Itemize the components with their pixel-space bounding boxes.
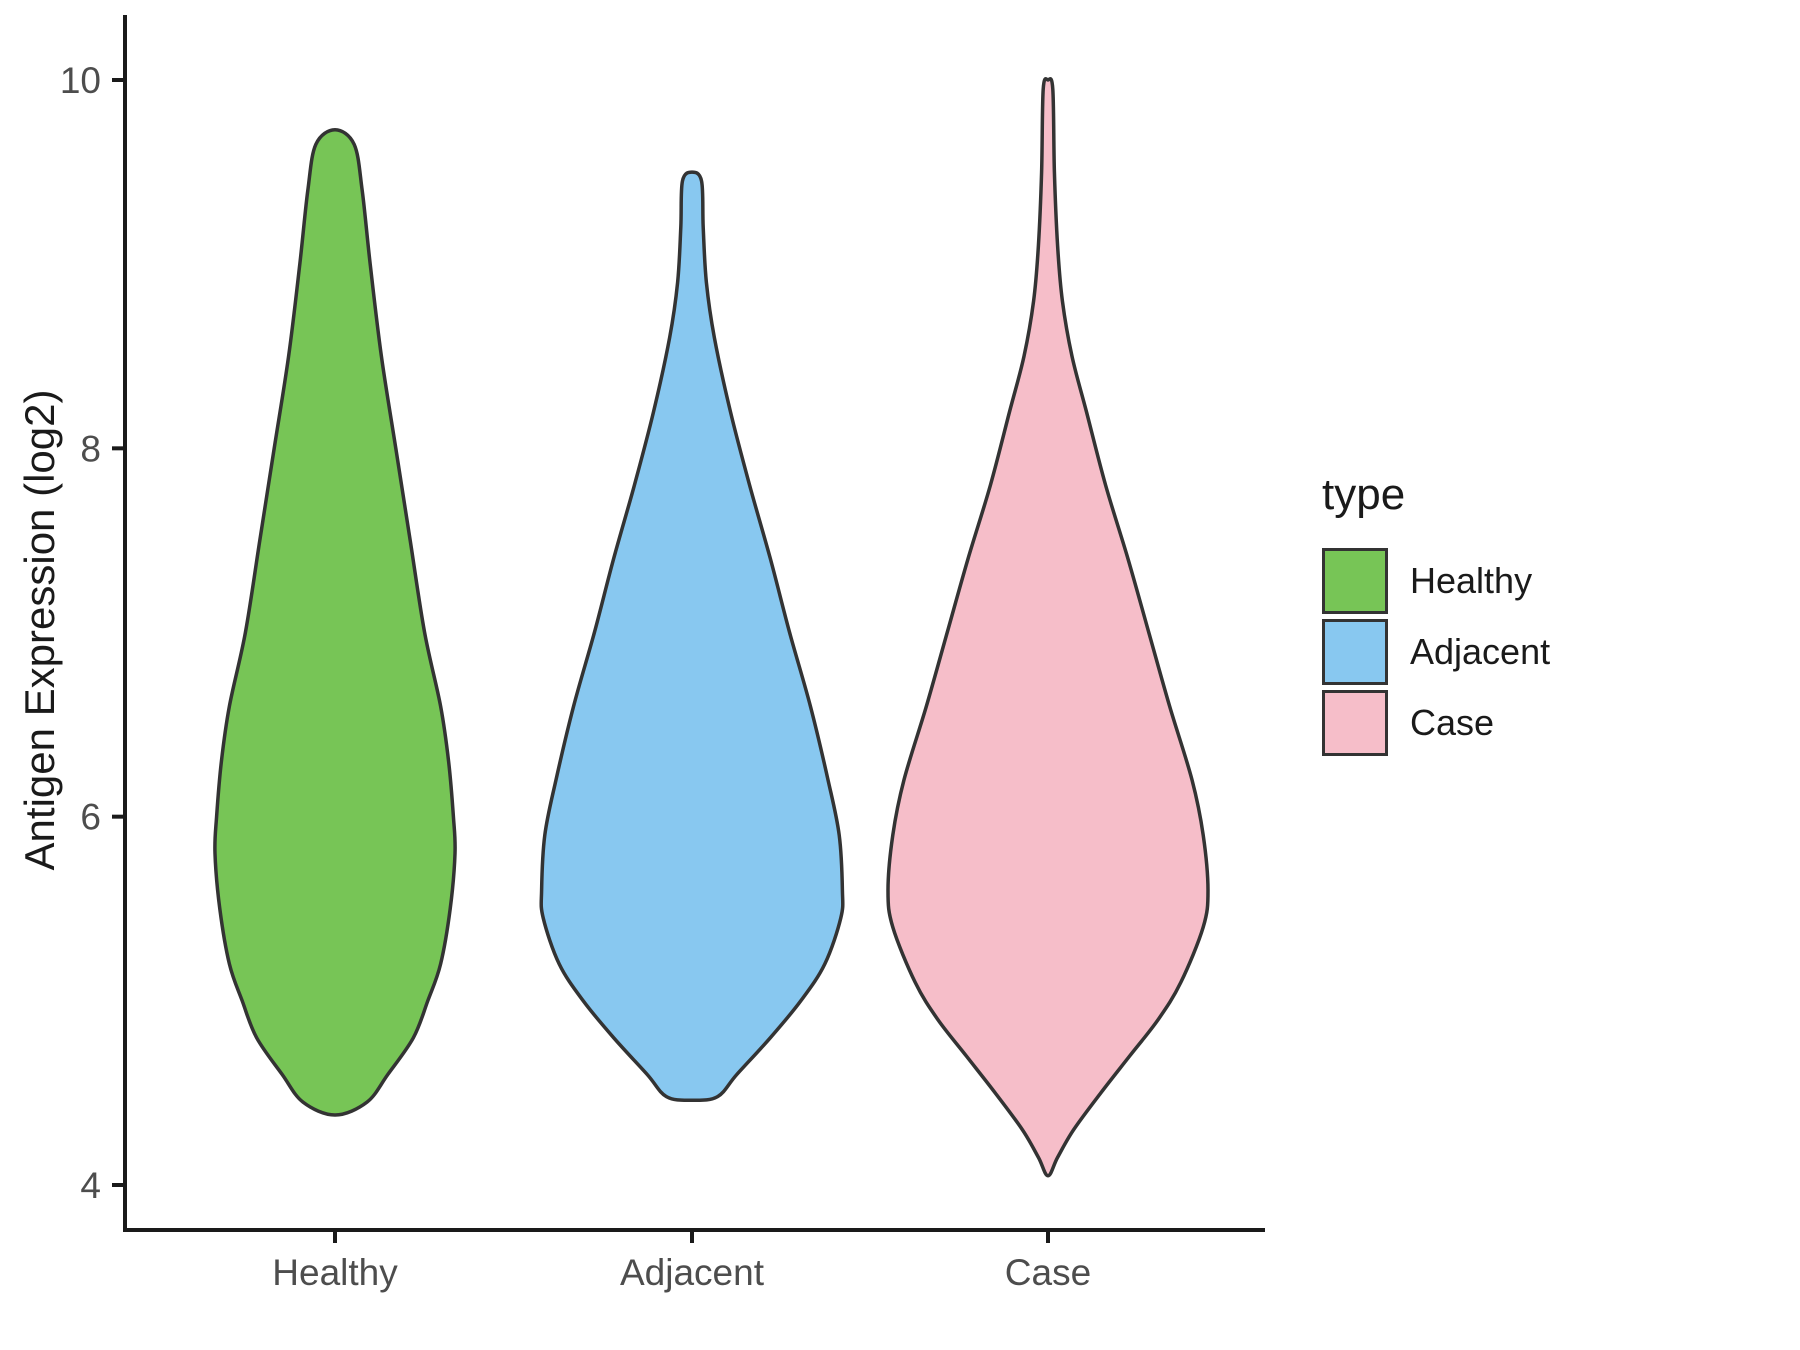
x-category-label: Case [1005,1252,1091,1293]
y-axis-title: Antigen Expression (log2) [16,389,63,871]
legend-label-healthy: Healthy [1410,560,1533,601]
y-tick-label: 6 [80,797,101,838]
x-category-label: Adjacent [620,1252,765,1293]
violin-healthy [213,127,457,1117]
violin-adjacent [539,170,845,1103]
legend-label-adjacent: Adjacent [1410,631,1551,672]
y-tick-label: 4 [80,1165,101,1206]
legend-item-healthy: Healthy [1322,548,1550,614]
y-tick-label: 8 [80,428,101,469]
legend-title: type [1322,470,1406,519]
violin-case [886,77,1210,1178]
legend-swatch-case [1322,690,1388,756]
x-category-label: Healthy [272,1252,398,1293]
legend-label-case: Case [1410,702,1495,743]
legend: type Healthy Adjacent Case [1322,470,1550,761]
legend-swatch-adjacent [1322,619,1388,685]
legend-item-case: Case [1322,690,1550,756]
legend-item-adjacent: Adjacent [1322,619,1550,685]
legend-swatch-healthy [1322,548,1388,614]
y-tick-label: 10 [60,60,101,101]
